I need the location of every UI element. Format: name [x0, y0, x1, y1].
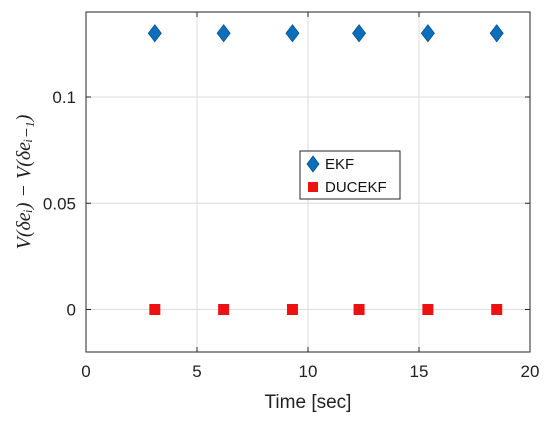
point-ducekf	[491, 304, 503, 315]
point-ducekf	[422, 304, 434, 315]
x-tick-label: 5	[192, 362, 201, 381]
point-ekf	[352, 24, 367, 43]
x-tick-label: 10	[299, 362, 318, 381]
x-tick-label: 0	[81, 362, 90, 381]
legend-marker-ducekf	[308, 182, 318, 192]
point-ekf	[147, 24, 162, 43]
x-axis-label: Time [sec]	[265, 392, 352, 413]
point-ducekf	[149, 304, 161, 315]
x-tick-label: 20	[521, 362, 540, 381]
point-ekf	[420, 24, 435, 43]
point-ekf	[285, 24, 300, 43]
point-ducekf	[353, 304, 365, 315]
legend-marker-ekf	[306, 155, 320, 173]
legend-label-ducekf: DUCEKF	[325, 179, 387, 196]
data-marks	[147, 24, 504, 315]
y-axis-label: V(δeᵢ) − V(δeᵢ₋₁)	[13, 114, 35, 249]
legend: EKF DUCEKF	[299, 150, 401, 200]
point-ekf	[489, 24, 504, 43]
x-tick-label: 15	[410, 362, 429, 381]
y-tick-label: 0.1	[52, 88, 76, 107]
y-tick-label: 0	[67, 301, 76, 320]
point-ekf	[216, 24, 231, 43]
point-ducekf	[286, 304, 298, 315]
axis-ticks: 0 5 10 15 20 0 0.05 0.1	[43, 12, 540, 381]
point-ducekf	[218, 304, 230, 315]
y-tick-label: 0.05	[43, 194, 76, 213]
legend-label-ekf: EKF	[325, 156, 354, 173]
